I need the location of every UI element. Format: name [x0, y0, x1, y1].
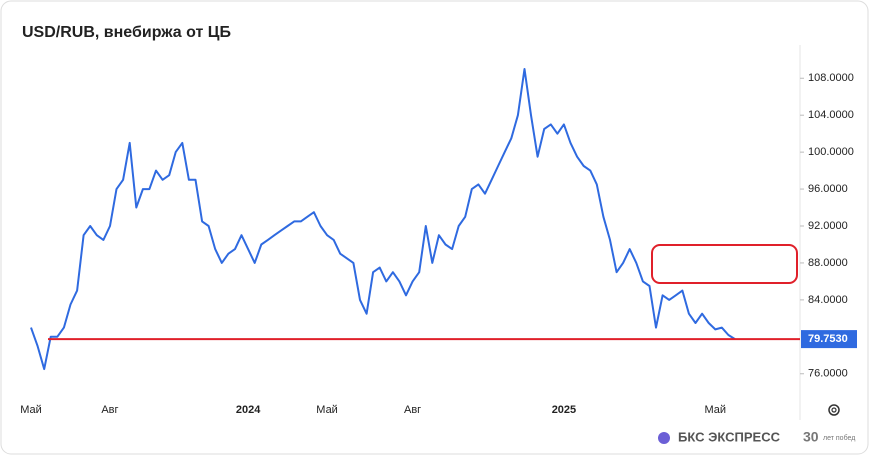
badge: 30	[803, 429, 819, 445]
chart-title: USD/RUB, внебиржа от ЦБ	[22, 24, 231, 41]
x-tick-label: Май	[20, 404, 42, 416]
x-tick-label: Май	[704, 404, 726, 416]
y-tick-label: 108.0000	[808, 72, 854, 84]
y-tick-label: 92.0000	[808, 220, 848, 232]
x-tick-label: 2025	[552, 404, 576, 416]
y-tick-label: 84.0000	[808, 294, 848, 306]
current-badge	[801, 330, 857, 349]
highlight-box	[651, 244, 798, 284]
x-tick-label: Авг	[101, 404, 118, 416]
price-line	[30, 68, 736, 371]
y-tick-label: 76.0000	[808, 368, 848, 380]
y-tick-label: 88.0000	[808, 257, 848, 269]
y-tick-label: 104.0000	[808, 109, 854, 121]
current-value: 79.7530	[808, 333, 848, 345]
settings-icon[interactable]	[828, 404, 840, 416]
y-tick-label: 96.0000	[808, 183, 848, 195]
gear[interactable]	[828, 404, 840, 416]
gear-hub[interactable]	[831, 407, 837, 413]
x-tick-label: 2024	[236, 404, 261, 416]
brand: БКС ЭКСПРЕСС	[678, 429, 781, 444]
x-tick-label: Май	[316, 404, 338, 416]
brand-logo	[658, 432, 670, 444]
y-tick-label: 100.0000	[808, 146, 854, 158]
badge-text: лет побед	[823, 434, 855, 442]
x-tick-label: Авг	[404, 404, 421, 416]
